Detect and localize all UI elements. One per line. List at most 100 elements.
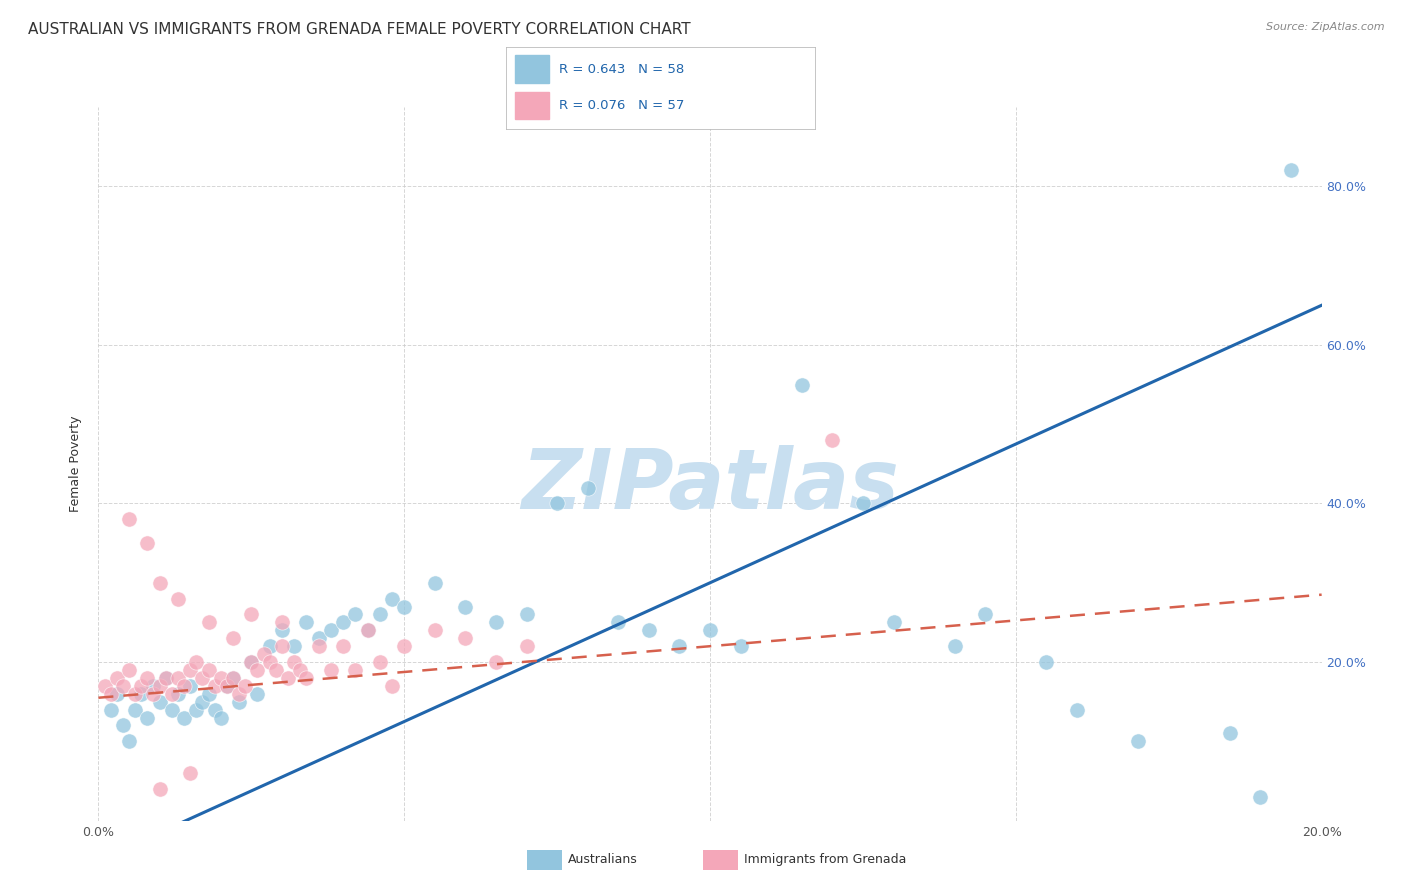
Point [209, 710, 232, 724]
Point [821, 433, 844, 447]
Point [252, 647, 274, 661]
Point [142, 687, 165, 701]
Point [197, 663, 219, 677]
Point [290, 663, 312, 677]
Point [308, 639, 330, 653]
Point [883, 615, 905, 630]
Point [240, 655, 263, 669]
Point [259, 639, 281, 653]
Point [1279, 163, 1302, 178]
Point [308, 632, 330, 646]
Point [204, 703, 226, 717]
Point [129, 687, 152, 701]
Point [392, 599, 416, 614]
Point [730, 639, 752, 653]
Point [270, 615, 292, 630]
Point [1249, 789, 1271, 804]
Point [546, 496, 568, 510]
Y-axis label: Female Poverty: Female Poverty [69, 416, 83, 512]
Point [319, 624, 342, 638]
Point [149, 781, 172, 796]
Point [1035, 655, 1057, 669]
Point [259, 655, 281, 669]
Point [173, 679, 195, 693]
Point [344, 607, 367, 622]
Point [637, 624, 661, 638]
Point [974, 607, 997, 622]
Point [136, 671, 159, 685]
Point [319, 663, 342, 677]
Point [516, 607, 538, 622]
Point [100, 703, 122, 717]
Point [124, 703, 146, 717]
Point [516, 639, 538, 653]
Point [454, 632, 477, 646]
Text: AUSTRALIAN VS IMMIGRANTS FROM GRENADA FEMALE POVERTY CORRELATION CHART: AUSTRALIAN VS IMMIGRANTS FROM GRENADA FE… [28, 22, 690, 37]
Point [381, 679, 404, 693]
Point [264, 663, 287, 677]
Point [295, 615, 318, 630]
Text: Immigrants from Grenada: Immigrants from Grenada [744, 854, 905, 866]
Point [222, 632, 245, 646]
Point [179, 679, 201, 693]
Point [149, 679, 172, 693]
Point [215, 679, 238, 693]
Point [381, 591, 404, 606]
Bar [516, 93, 550, 120]
Text: R = 0.643   N = 58: R = 0.643 N = 58 [558, 62, 683, 76]
Point [93, 679, 115, 693]
Point [149, 575, 172, 590]
Text: ZIPatlas: ZIPatlas [522, 445, 898, 525]
Point [142, 679, 165, 693]
Point [191, 671, 214, 685]
Point [356, 624, 378, 638]
Point [485, 655, 508, 669]
Point [295, 671, 318, 685]
Point [167, 687, 190, 701]
Point [228, 695, 250, 709]
Point [246, 663, 269, 677]
Point [1066, 703, 1088, 717]
Point [332, 639, 354, 653]
Point [129, 679, 152, 693]
Point [344, 663, 367, 677]
Point [179, 766, 201, 780]
Point [240, 607, 263, 622]
Point [136, 710, 159, 724]
Point [423, 575, 446, 590]
Point [167, 591, 190, 606]
Point [699, 624, 721, 638]
Point [111, 679, 134, 693]
Point [197, 687, 219, 701]
Point [485, 615, 508, 630]
Point [160, 703, 183, 717]
Point [1219, 726, 1241, 740]
Text: R = 0.076   N = 57: R = 0.076 N = 57 [558, 99, 685, 112]
Point [186, 703, 208, 717]
Point [790, 377, 813, 392]
Point [105, 671, 128, 685]
Point [118, 512, 141, 526]
Point [173, 710, 195, 724]
Point [118, 734, 141, 748]
Point [270, 624, 292, 638]
Point [668, 639, 690, 653]
Point [111, 718, 134, 732]
Point [270, 639, 292, 653]
Point [160, 687, 183, 701]
Point [368, 655, 391, 669]
Point [100, 687, 122, 701]
Point [392, 639, 416, 653]
Point [368, 607, 391, 622]
Point [246, 687, 269, 701]
Point [155, 671, 177, 685]
Point [356, 624, 378, 638]
Point [179, 663, 201, 677]
Point [852, 496, 875, 510]
Point [283, 639, 305, 653]
Point [209, 671, 232, 685]
Point [118, 663, 141, 677]
Point [222, 671, 245, 685]
Bar [516, 55, 550, 83]
Point [124, 687, 146, 701]
